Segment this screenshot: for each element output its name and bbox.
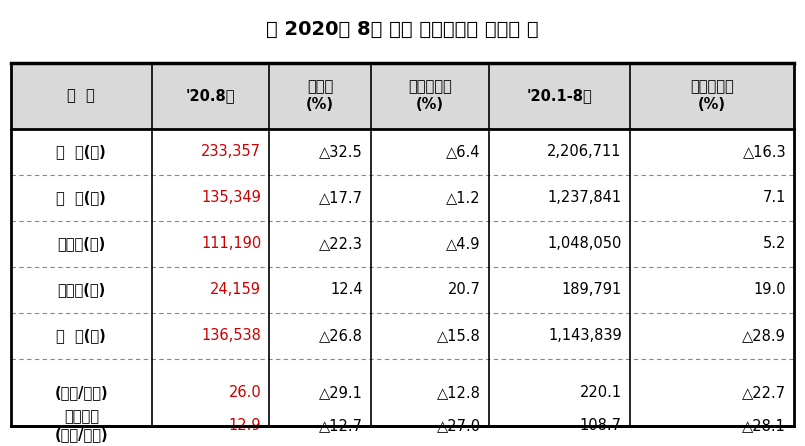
Text: △29.1: △29.1 xyxy=(320,385,363,400)
Text: △28.1: △28.1 xyxy=(742,418,786,433)
Text: △28.9: △28.9 xyxy=(742,328,786,343)
Text: △12.7: △12.7 xyxy=(319,418,363,433)
Text: △16.3: △16.3 xyxy=(742,145,786,159)
Text: 26.0: 26.0 xyxy=(229,385,262,400)
Text: 220.1: 220.1 xyxy=(580,385,621,400)
Text: 내  수(대): 내 수(대) xyxy=(56,190,106,205)
Text: 2,206,711: 2,206,711 xyxy=(547,145,621,159)
Text: △22.7: △22.7 xyxy=(742,385,786,400)
Text: 233,357: 233,357 xyxy=(201,145,262,159)
Text: 생  산(대): 생 산(대) xyxy=(56,145,106,159)
Text: 국산차(대): 국산차(대) xyxy=(57,236,105,252)
Text: 136,538: 136,538 xyxy=(201,328,262,343)
Text: △6.4: △6.4 xyxy=(446,145,481,159)
Text: △4.9: △4.9 xyxy=(446,236,481,252)
Text: 111,190: 111,190 xyxy=(201,236,262,252)
Text: 구  분: 구 분 xyxy=(68,88,95,103)
Text: '20.8월: '20.8월 xyxy=(186,88,235,103)
Text: △12.8: △12.8 xyxy=(437,385,481,400)
Text: 12.4: 12.4 xyxy=(331,282,363,297)
Text: 108.7: 108.7 xyxy=(580,418,621,433)
Text: 20.7: 20.7 xyxy=(448,282,481,297)
Text: 1,048,050: 1,048,050 xyxy=(547,236,621,252)
Text: 수  출(대): 수 출(대) xyxy=(56,328,106,343)
Text: '20.1-8월: '20.1-8월 xyxy=(526,88,592,103)
Text: 〈 2020년 8월 국내 자동차산업 총괄표 〉: 〈 2020년 8월 국내 자동차산업 총괄표 〉 xyxy=(266,20,539,39)
Text: (금액/억불): (금액/억불) xyxy=(55,385,108,400)
Text: 전년동월비
(%): 전년동월비 (%) xyxy=(408,79,452,112)
Text: 전월비
(%): 전월비 (%) xyxy=(306,79,334,112)
Text: 5.2: 5.2 xyxy=(763,236,786,252)
Text: 전년동기비
(%): 전년동기비 (%) xyxy=(690,79,734,112)
Text: 12.9: 12.9 xyxy=(229,418,262,433)
Text: △27.0: △27.0 xyxy=(436,418,481,433)
Text: △26.8: △26.8 xyxy=(320,328,363,343)
FancyBboxPatch shape xyxy=(10,62,795,129)
Text: △15.8: △15.8 xyxy=(437,328,481,343)
Text: △17.7: △17.7 xyxy=(319,190,363,205)
Text: 1,143,839: 1,143,839 xyxy=(548,328,621,343)
Text: △32.5: △32.5 xyxy=(320,145,363,159)
Text: 19.0: 19.0 xyxy=(753,282,786,297)
Text: 1,237,841: 1,237,841 xyxy=(547,190,621,205)
Text: 7.1: 7.1 xyxy=(763,190,786,205)
Text: 부품수출
(금액/억불): 부품수출 (금액/억불) xyxy=(55,409,108,442)
Text: 135,349: 135,349 xyxy=(201,190,262,205)
Text: 189,791: 189,791 xyxy=(561,282,621,297)
Text: △1.2: △1.2 xyxy=(446,190,481,205)
Text: 24,159: 24,159 xyxy=(210,282,262,297)
Text: 수입차(대): 수입차(대) xyxy=(57,282,105,297)
Text: △22.3: △22.3 xyxy=(320,236,363,252)
